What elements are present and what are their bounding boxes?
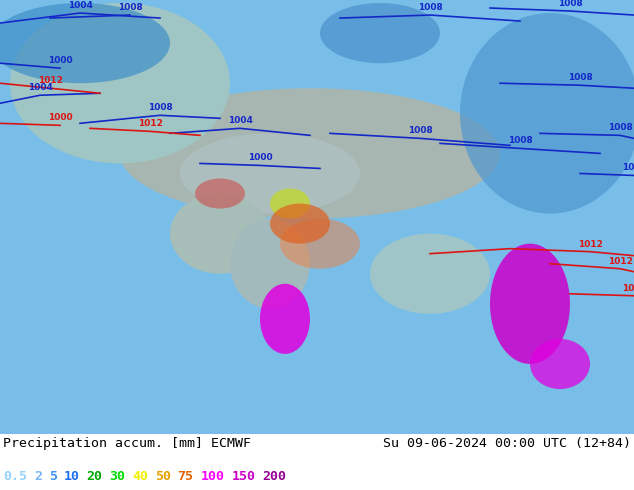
Ellipse shape: [170, 194, 270, 274]
Text: 10: 10: [63, 470, 79, 483]
Text: 1016: 1016: [621, 284, 634, 293]
Ellipse shape: [230, 219, 310, 309]
Text: 1012: 1012: [621, 164, 634, 172]
Ellipse shape: [320, 3, 440, 63]
Text: 1008: 1008: [418, 3, 443, 12]
Text: 100: 100: [200, 470, 224, 483]
Text: 1008: 1008: [118, 3, 143, 12]
Text: 1004: 1004: [27, 83, 53, 92]
Text: 1008: 1008: [567, 73, 592, 82]
Text: Su 09-06-2024 00:00 UTC (12+84): Su 09-06-2024 00:00 UTC (12+84): [383, 437, 631, 450]
Text: 20: 20: [86, 470, 102, 483]
Ellipse shape: [530, 339, 590, 389]
Text: 2: 2: [34, 470, 42, 483]
Text: 1008: 1008: [508, 136, 533, 146]
Ellipse shape: [370, 234, 490, 314]
Text: 1000: 1000: [48, 56, 72, 65]
Text: 1008: 1008: [558, 0, 583, 8]
Text: 1004: 1004: [228, 116, 252, 125]
Text: 50: 50: [155, 470, 171, 483]
Text: 150: 150: [231, 470, 256, 483]
Text: 40: 40: [132, 470, 148, 483]
Text: 1012: 1012: [138, 120, 162, 128]
Ellipse shape: [260, 284, 310, 354]
Ellipse shape: [270, 189, 310, 219]
Ellipse shape: [460, 13, 634, 214]
Text: 1012: 1012: [578, 240, 602, 248]
Text: 1012: 1012: [37, 76, 62, 85]
Text: 1008: 1008: [408, 126, 432, 135]
Text: 1008: 1008: [148, 103, 172, 112]
Ellipse shape: [280, 219, 360, 269]
Ellipse shape: [195, 178, 245, 209]
Text: 30: 30: [109, 470, 125, 483]
Text: 1000: 1000: [248, 153, 273, 162]
Text: 5: 5: [49, 470, 57, 483]
Text: 0.5: 0.5: [3, 470, 27, 483]
Text: 1012: 1012: [607, 257, 633, 266]
Text: 200: 200: [262, 470, 287, 483]
Ellipse shape: [180, 133, 360, 214]
Text: Precipitation accum. [mm] ECMWF: Precipitation accum. [mm] ECMWF: [3, 437, 251, 450]
Ellipse shape: [0, 3, 170, 83]
Ellipse shape: [490, 244, 570, 364]
Text: 75: 75: [178, 470, 193, 483]
Ellipse shape: [120, 88, 500, 219]
Ellipse shape: [10, 3, 230, 164]
Text: 1004: 1004: [68, 1, 93, 10]
Ellipse shape: [270, 203, 330, 244]
Text: 1008: 1008: [607, 123, 632, 132]
Text: 1000: 1000: [48, 113, 72, 122]
